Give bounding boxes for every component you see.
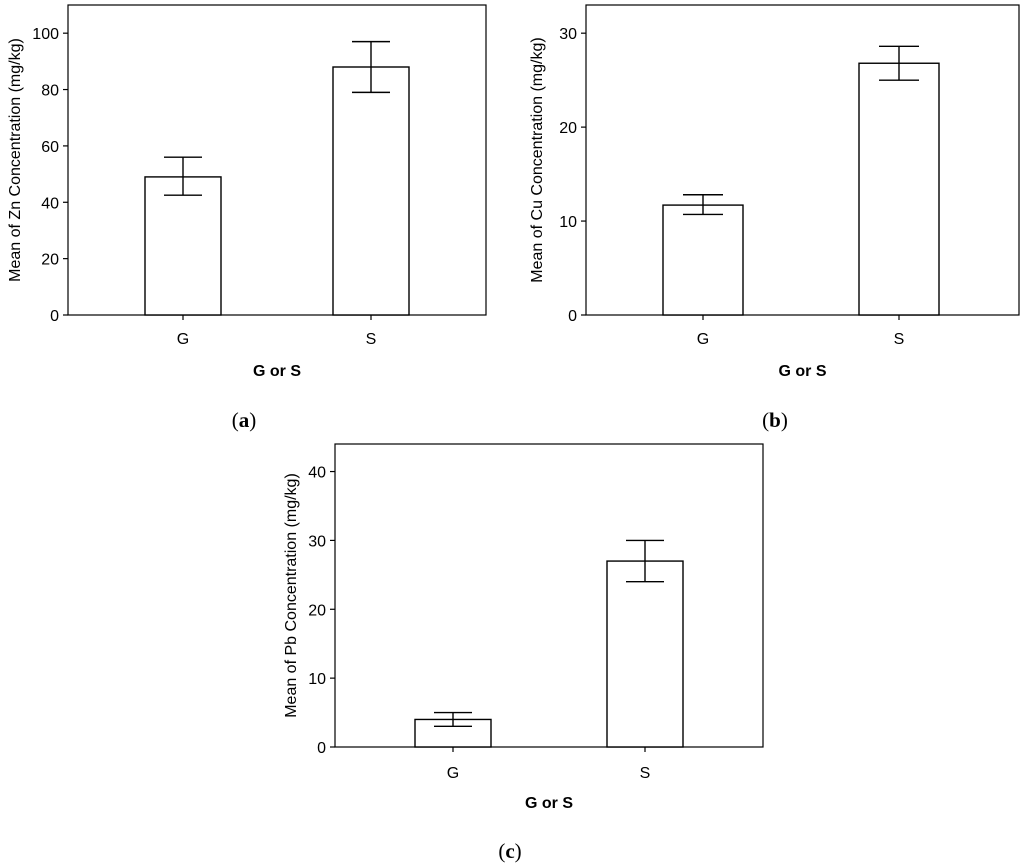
bar-S [606, 560, 684, 748]
y-axis-label: Mean of Zn Concentration (mg/kg) [7, 38, 24, 282]
plot-frame [67, 4, 487, 316]
x-axis-label: G or S [253, 363, 301, 380]
bar-S [858, 62, 940, 316]
y-axis-label: Mean of Cu Concentration (mg/kg) [529, 37, 546, 282]
y-tick-label: 100 [32, 26, 59, 43]
y-tick-label: 20 [41, 252, 59, 269]
y-tick-label: 60 [41, 139, 59, 156]
y-tick-label: 80 [41, 83, 59, 100]
x-axis-label: G or S [525, 795, 573, 812]
y-tick-label: 10 [308, 671, 326, 688]
y-tick-label: 40 [308, 465, 326, 482]
x-tick-label-S: S [640, 765, 651, 782]
panel-label-paren-open: ( [232, 408, 239, 432]
x-tick-label-S: S [366, 331, 377, 348]
panel-label-paren-close: ) [781, 408, 788, 432]
plot-frame [334, 443, 764, 748]
y-tick-label: 0 [568, 308, 577, 325]
chart-panel-c: 0 10 20 30 40 G S Mean of Pb Concentration (mg/… [283, 443, 764, 863]
panel-label-letter: b [769, 408, 781, 432]
y-tick-label: 30 [308, 533, 326, 550]
plot-frame [585, 4, 1020, 316]
y-tick-label: 20 [308, 602, 326, 619]
bar-G [144, 176, 222, 316]
x-tick-label-G: G [177, 331, 189, 348]
x-tick-label-S: S [894, 331, 905, 348]
panel-label-paren-close: ) [515, 839, 522, 863]
panel-label-paren-close: ) [249, 408, 256, 432]
chart-panel-b: 0 10 20 30 G S Mean of Cu Concentration (mg/kg… [529, 4, 1020, 432]
y-tick-label: 0 [317, 740, 326, 757]
panel-label-paren-open: ( [762, 408, 769, 432]
y-axis-label: Mean of Pb Concentration (mg/kg) [283, 473, 300, 718]
y-tick-label: 40 [41, 195, 59, 212]
panel-label-a: (a) [232, 408, 257, 432]
panel-label-letter: c [505, 839, 514, 863]
panel-label-b: (b) [762, 408, 788, 432]
x-axis-label: G or S [778, 363, 826, 380]
x-tick-label-G: G [697, 331, 709, 348]
chart-panel-a: 0 20 40 60 80 100 G S Mean of Zn Concentration (… [7, 4, 487, 432]
y-tick-label: 30 [559, 26, 577, 43]
x-tick-label-G: G [447, 765, 459, 782]
panel-label-letter: a [239, 408, 250, 432]
bar-G [662, 204, 744, 316]
y-tick-label: 20 [559, 120, 577, 137]
panel-label-c: (c) [498, 839, 521, 863]
panel-label-paren-open: ( [498, 839, 505, 863]
bar-S [332, 66, 410, 316]
y-tick-label: 0 [50, 308, 59, 325]
y-tick-label: 10 [559, 214, 577, 231]
